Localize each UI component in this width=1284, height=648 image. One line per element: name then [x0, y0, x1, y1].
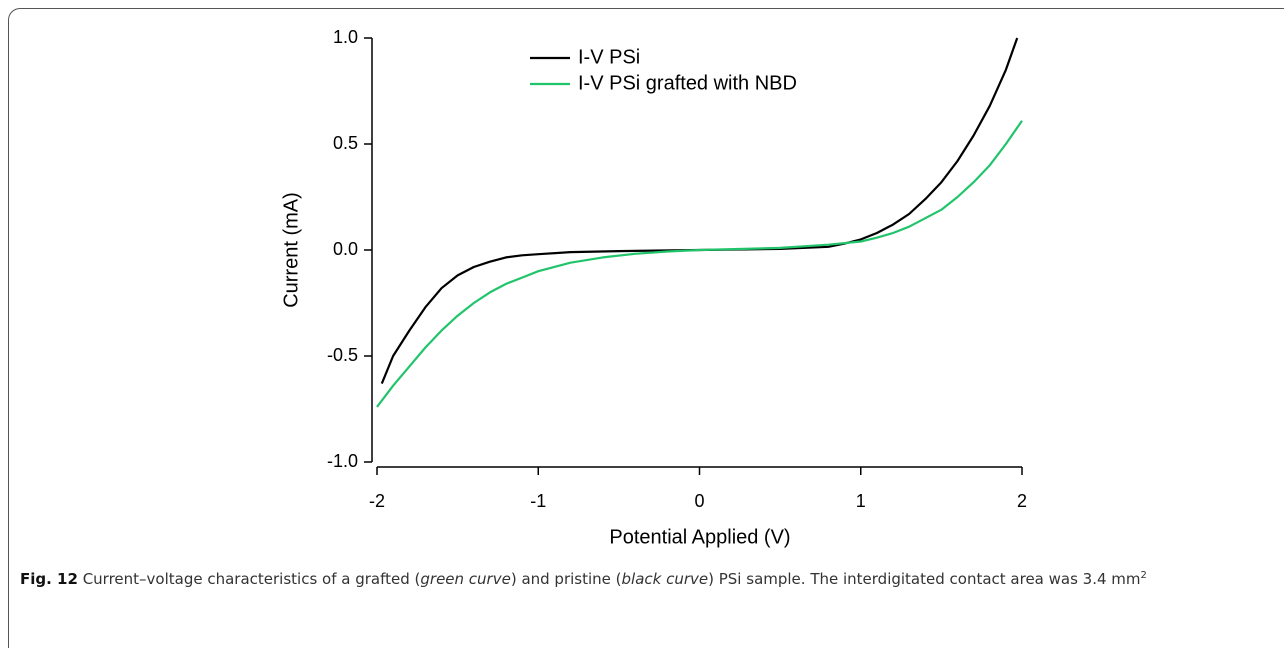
- legend-label: I-V PSi grafted with NBD: [578, 72, 797, 94]
- figure-frame: [8, 8, 1284, 648]
- y-tick-label: 0.0: [333, 239, 358, 259]
- legend-label: I-V PSi: [578, 46, 640, 68]
- y-tick-label: -1.0: [327, 451, 358, 471]
- x-tick-label: 1: [856, 491, 866, 511]
- caption-text: 2: [1140, 570, 1147, 581]
- y-tick-label: -0.5: [327, 345, 358, 365]
- caption-text: Current–voltage characteristics of a gra…: [77, 570, 421, 588]
- caption-text: green curve: [420, 570, 511, 588]
- chart: Current (mA) Potential Applied (V) -1.0-…: [280, 27, 1027, 549]
- y-axis-label: Current (mA): [280, 192, 302, 308]
- caption-text: ) PSi sample. The interdigitated contact…: [708, 570, 1141, 588]
- series-line: [376, 120, 1023, 408]
- caption-text: black curve: [621, 570, 709, 588]
- caption-text: ) and pristine (: [510, 570, 622, 588]
- x-axis-label: Potential Applied (V): [609, 526, 790, 548]
- page: Current (mA) Potential Applied (V) -1.0-…: [8, 8, 1284, 648]
- x-tick-label: -2: [369, 491, 385, 511]
- caption: Fig. 12 Current–voltage characteristics …: [20, 565, 1255, 590]
- x-tick-label: 0: [694, 491, 704, 511]
- y-tick-label: 1.0: [333, 27, 358, 47]
- x-tick-label: 2: [1017, 491, 1027, 511]
- x-tick-label: -1: [530, 491, 546, 511]
- y-tick-label: 0.5: [333, 133, 358, 153]
- caption-label: Fig. 12: [20, 570, 78, 588]
